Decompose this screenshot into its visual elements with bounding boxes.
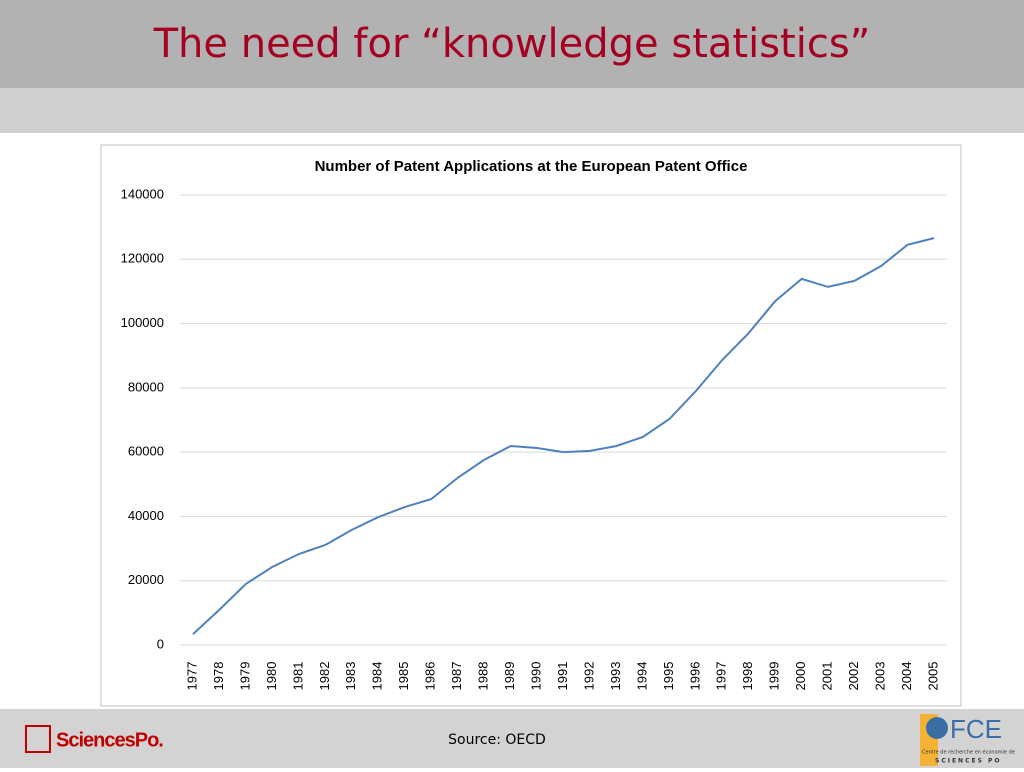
x-tick-label: 1993 xyxy=(608,662,623,691)
x-tick-label: 2000 xyxy=(793,662,808,691)
x-tick-label: 1998 xyxy=(740,662,755,691)
x-tick-label: 1978 xyxy=(211,662,226,691)
logo-icon xyxy=(25,725,51,753)
logo-fce: FCE xyxy=(950,714,1002,744)
x-tick-label: 1989 xyxy=(502,662,517,691)
x-tick-label: 1995 xyxy=(661,662,676,691)
x-tick-label: 1999 xyxy=(767,662,782,691)
logo-sciencespo: SciencesPo. xyxy=(56,729,163,751)
y-tick-label: 80000 xyxy=(128,379,164,394)
x-tick-label: 2002 xyxy=(846,662,861,691)
x-tick-label: 1981 xyxy=(290,662,305,691)
logo-fce-globe xyxy=(926,717,948,739)
y-tick-label: 100000 xyxy=(121,315,164,330)
x-tick-label: 1990 xyxy=(528,662,543,691)
y-tick-label: 140000 xyxy=(121,186,164,201)
x-tick-label: 1988 xyxy=(476,662,491,691)
chart-title: Number of Patent Applications at the Eur… xyxy=(315,158,748,175)
x-tick-label: 1997 xyxy=(714,662,729,691)
x-tick-label: 2003 xyxy=(873,662,888,691)
y-tick-label: 0 xyxy=(157,636,164,651)
x-tick-label: 2005 xyxy=(925,662,940,691)
subheader-band xyxy=(0,88,1024,133)
x-tick-label: 1985 xyxy=(396,662,411,691)
x-tick-label: 1987 xyxy=(449,662,464,691)
plot: 0 20000 40000 60000 80000 100000 120000 140000 1… xyxy=(121,186,947,690)
x-tick-label: 1991 xyxy=(555,662,570,691)
y-tick-label: 60000 xyxy=(128,444,164,459)
y-tick-label: 40000 xyxy=(128,508,164,523)
x-tick-label: 1994 xyxy=(634,662,649,691)
x-tick-label: 1992 xyxy=(581,662,596,691)
x-tick-label: 2004 xyxy=(899,662,914,691)
logo-fce-school: SCIENCES PO xyxy=(935,758,1002,765)
x-tick-label: 1980 xyxy=(264,662,279,691)
x-tick-label: 1982 xyxy=(317,662,332,691)
logo-fce-caption: Centre de recherche en économie de xyxy=(922,749,1015,756)
y-tick-label: 20000 xyxy=(128,572,164,587)
x-tick-label: 1986 xyxy=(423,662,438,691)
data-line xyxy=(192,237,935,635)
x-tick-label: 1996 xyxy=(687,662,702,691)
footer-band xyxy=(0,709,1024,768)
header-band xyxy=(0,0,1024,88)
x-tick-label: 1977 xyxy=(184,662,199,691)
x-tick-label: 1979 xyxy=(237,662,252,691)
x-tick-label: 2001 xyxy=(820,662,835,691)
y-tick-label: 120000 xyxy=(121,251,164,266)
x-tick-label: 1984 xyxy=(370,662,385,691)
slide-title: The need for “knowledge statistics” xyxy=(153,21,871,67)
source: Source: OECD xyxy=(448,732,546,748)
x-tick-label: 1983 xyxy=(343,662,358,691)
chart-frame xyxy=(100,144,962,707)
